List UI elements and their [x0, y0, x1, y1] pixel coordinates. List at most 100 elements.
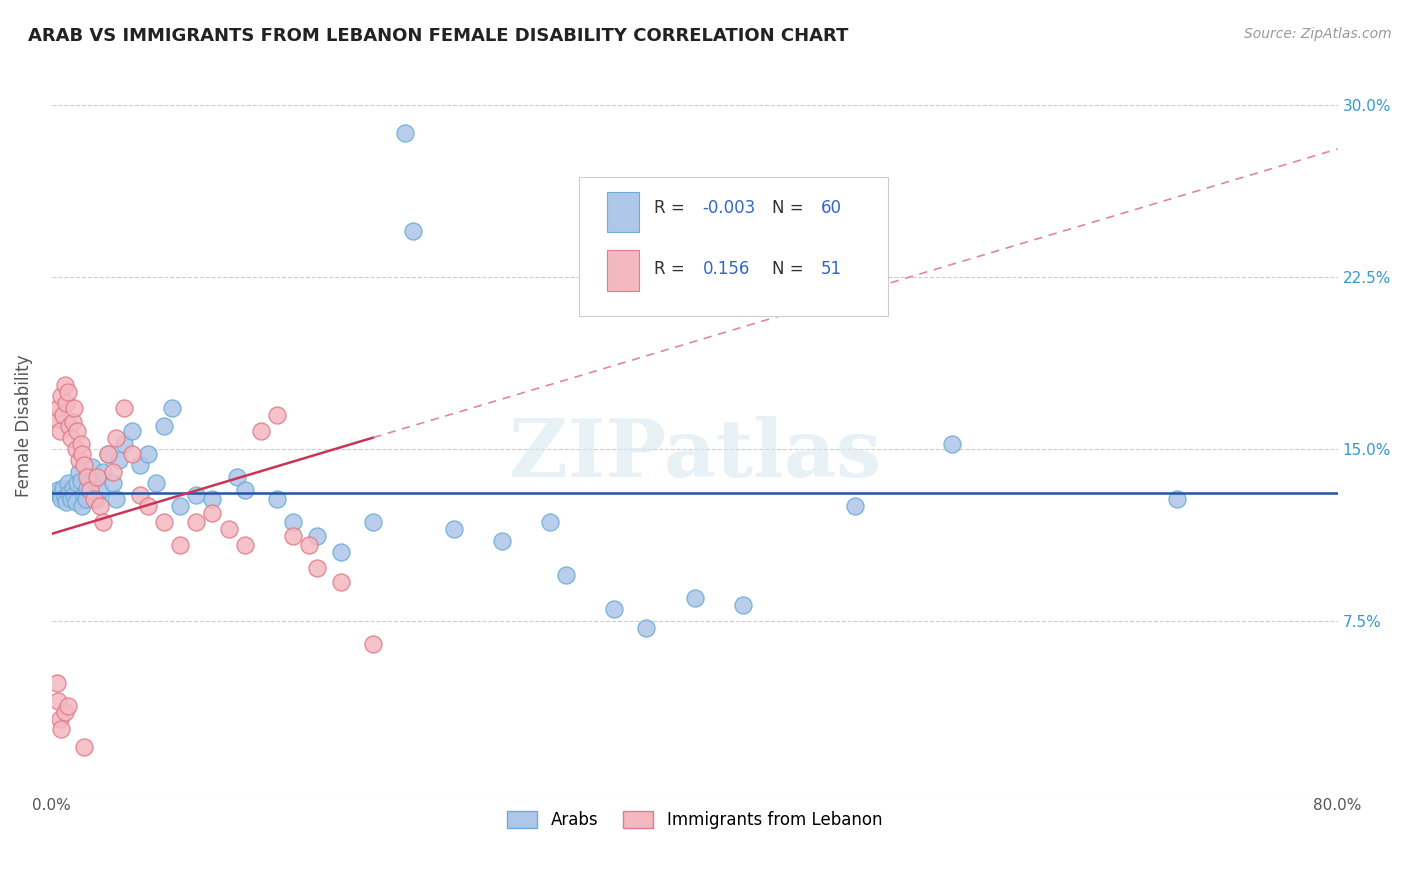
Point	[129, 458, 152, 472]
Point	[249, 424, 271, 438]
Point	[129, 488, 152, 502]
Point	[51, 722, 73, 736]
Bar	[607, 192, 640, 232]
Point	[201, 492, 224, 507]
Point	[89, 483, 111, 498]
Point	[97, 447, 120, 461]
Point	[169, 538, 191, 552]
Point	[75, 492, 97, 507]
Point	[225, 469, 247, 483]
Point	[53, 706, 76, 720]
Y-axis label: Female Disability: Female Disability	[15, 355, 32, 498]
Point	[67, 453, 90, 467]
Point	[683, 591, 706, 605]
Text: N =: N =	[772, 260, 808, 277]
Point	[49, 712, 72, 726]
Point	[51, 389, 73, 403]
Point	[112, 401, 135, 415]
Point	[636, 621, 658, 635]
Point	[56, 698, 79, 713]
Point	[76, 481, 98, 495]
Text: Source: ZipAtlas.com: Source: ZipAtlas.com	[1244, 27, 1392, 41]
Point	[97, 447, 120, 461]
Point	[60, 492, 83, 507]
Text: 51: 51	[821, 260, 842, 277]
Point	[218, 522, 240, 536]
Point	[233, 538, 256, 552]
Point	[63, 401, 86, 415]
Point	[66, 476, 89, 491]
Point	[73, 488, 96, 502]
Point	[86, 492, 108, 507]
Point	[731, 598, 754, 612]
Point	[58, 419, 80, 434]
Point	[394, 126, 416, 140]
Point	[101, 476, 124, 491]
Text: -0.003: -0.003	[703, 199, 755, 217]
Point	[49, 488, 72, 502]
Point	[112, 437, 135, 451]
Point	[153, 419, 176, 434]
Text: N =: N =	[772, 199, 808, 217]
Point	[79, 483, 101, 498]
Point	[86, 469, 108, 483]
Point	[58, 485, 80, 500]
Point	[46, 401, 69, 415]
Point	[65, 442, 87, 456]
Point	[555, 568, 578, 582]
Point	[46, 694, 69, 708]
Point	[121, 424, 143, 438]
Point	[101, 465, 124, 479]
Point	[305, 561, 328, 575]
Point	[83, 474, 105, 488]
Point	[153, 516, 176, 530]
Point	[361, 516, 384, 530]
Point	[108, 453, 131, 467]
Point	[56, 476, 79, 491]
Point	[67, 465, 90, 479]
FancyBboxPatch shape	[579, 177, 887, 316]
Point	[145, 476, 167, 491]
Point	[73, 458, 96, 472]
Point	[45, 675, 67, 690]
Text: R =: R =	[654, 260, 689, 277]
Point	[281, 516, 304, 530]
Point	[266, 408, 288, 422]
Point	[186, 488, 208, 502]
Point	[69, 474, 91, 488]
Point	[72, 447, 94, 461]
Point	[266, 492, 288, 507]
Point	[91, 516, 114, 530]
Point	[281, 529, 304, 543]
Point	[52, 408, 75, 422]
Text: 0.156: 0.156	[703, 260, 749, 277]
Point	[53, 490, 76, 504]
Legend: Arabs, Immigrants from Lebanon: Arabs, Immigrants from Lebanon	[501, 804, 889, 836]
Point	[233, 483, 256, 498]
Point	[443, 522, 465, 536]
Point	[91, 465, 114, 479]
Point	[63, 488, 86, 502]
Point	[45, 412, 67, 426]
Point	[62, 481, 84, 495]
Point	[83, 492, 105, 507]
Point	[56, 384, 79, 399]
Text: ZIPatlas: ZIPatlas	[509, 417, 880, 494]
Point	[105, 492, 128, 507]
Point	[76, 469, 98, 483]
Point	[55, 396, 77, 410]
Text: 60: 60	[821, 199, 842, 217]
Point	[46, 483, 69, 498]
Point	[330, 574, 353, 589]
Point	[77, 469, 100, 483]
Point	[80, 460, 103, 475]
Point	[60, 431, 83, 445]
Point	[66, 424, 89, 438]
Point	[330, 545, 353, 559]
Point	[45, 485, 67, 500]
Point	[62, 415, 84, 429]
Point	[361, 637, 384, 651]
Point	[52, 481, 75, 495]
Bar	[607, 250, 640, 291]
Point	[402, 224, 425, 238]
